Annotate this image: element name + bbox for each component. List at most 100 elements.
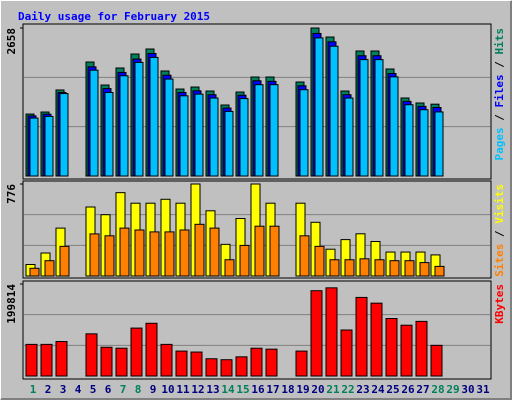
bar	[145, 322, 158, 377]
bar	[374, 59, 384, 177]
bar	[329, 45, 339, 177]
x-tick-label: 3	[60, 383, 67, 396]
bar	[269, 225, 280, 277]
x-tick-label: 30	[461, 383, 474, 396]
bar	[89, 233, 100, 277]
bar	[295, 350, 308, 377]
bar	[385, 318, 398, 377]
x-tick-label: 17	[266, 383, 279, 396]
bar	[329, 259, 340, 277]
bar	[389, 76, 399, 177]
bar	[205, 358, 218, 377]
bar	[179, 229, 190, 277]
bar	[85, 333, 98, 377]
bar	[434, 265, 445, 277]
bar	[164, 78, 174, 177]
legend-separator: /	[493, 108, 506, 128]
bar	[29, 117, 39, 177]
bar	[355, 296, 368, 377]
bar	[29, 267, 40, 277]
legend-entry: Files	[493, 74, 506, 107]
legend: Sites / Visits	[493, 184, 506, 277]
legend-entry: KBytes	[493, 284, 506, 324]
bar	[40, 343, 53, 377]
x-tick-label: 31	[476, 383, 490, 396]
bar	[160, 343, 173, 377]
x-tick-label: 23	[356, 383, 369, 396]
bar	[209, 227, 220, 277]
x-tick-label: 6	[105, 383, 112, 396]
legend: KBytes	[493, 284, 506, 324]
bar	[55, 341, 68, 377]
x-tick-label: 25	[386, 383, 399, 396]
x-tick-label: 9	[150, 383, 157, 396]
x-tick-label: 1	[30, 383, 37, 396]
x-tick-label: 26	[401, 383, 415, 396]
bar	[254, 84, 264, 177]
bar	[419, 262, 430, 277]
bar	[190, 351, 203, 377]
bar	[44, 260, 55, 277]
legend: Pages / Files / Hits	[493, 28, 506, 161]
bar	[419, 109, 429, 177]
bar	[239, 98, 249, 177]
x-tick-label: 29	[446, 383, 459, 396]
legend-entry: Pages	[493, 127, 506, 160]
bar	[194, 93, 204, 177]
bar	[224, 110, 234, 177]
x-tick-label: 20	[311, 383, 324, 396]
bar	[179, 95, 189, 177]
x-tick-label: 7	[120, 383, 127, 396]
bar	[254, 225, 265, 277]
bar	[104, 235, 115, 277]
bar	[389, 260, 400, 277]
bar	[164, 231, 175, 277]
bar	[265, 348, 278, 377]
bar	[59, 245, 70, 277]
x-tick-label: 19	[296, 383, 309, 396]
bar	[130, 327, 143, 377]
y-tick-label: 199814	[5, 284, 18, 324]
bar	[359, 59, 369, 177]
x-tick-label: 22	[341, 383, 354, 396]
bar	[314, 245, 325, 277]
x-tick-label: 4	[75, 383, 82, 396]
bar	[434, 111, 444, 177]
bar	[250, 347, 263, 377]
bar	[314, 37, 324, 177]
y-tick-label: 776	[5, 184, 18, 204]
bar	[194, 223, 205, 277]
x-tick-label: 28	[431, 383, 444, 396]
x-tick-label: 5	[90, 383, 97, 396]
bar	[100, 346, 113, 377]
bar	[400, 324, 413, 377]
x-tick-label: 24	[371, 383, 385, 396]
bar	[310, 290, 323, 377]
bar	[149, 56, 159, 177]
x-tick-label: 13	[206, 383, 219, 396]
bar	[269, 84, 279, 177]
bar	[115, 347, 128, 377]
bar	[404, 260, 415, 277]
bar	[104, 91, 114, 177]
bar	[224, 259, 235, 277]
bar	[299, 89, 309, 177]
x-tick-label: 2	[45, 383, 52, 396]
bar	[415, 320, 428, 377]
bar	[149, 231, 160, 277]
bar	[235, 356, 248, 377]
legend-entry: Hits	[493, 28, 506, 55]
bar	[59, 93, 69, 177]
x-tick-label: 12	[191, 383, 204, 396]
bar	[325, 287, 338, 377]
bar	[119, 75, 129, 177]
bar	[25, 343, 38, 377]
x-tick-label: 27	[416, 383, 429, 396]
x-tick-label: 10	[161, 383, 174, 396]
x-tick-label: 18	[281, 383, 294, 396]
x-tick-label: 21	[326, 383, 340, 396]
y-tick-label: 2658	[5, 28, 18, 55]
